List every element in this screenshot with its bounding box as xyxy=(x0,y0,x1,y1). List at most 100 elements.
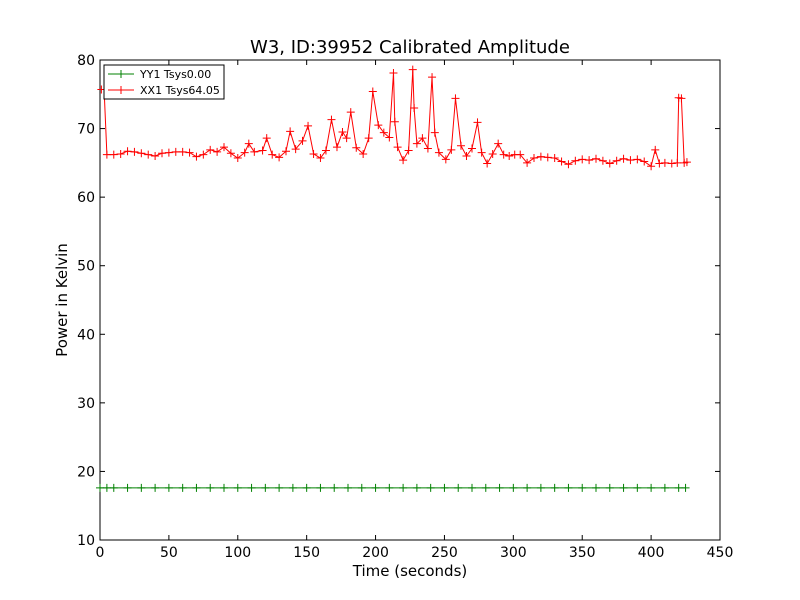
data-point xyxy=(633,155,642,164)
x-tick-label: 0 xyxy=(96,545,105,561)
data-point xyxy=(288,483,297,492)
data-point xyxy=(428,73,437,82)
data-point xyxy=(605,483,614,492)
data-point xyxy=(488,149,497,158)
y-tick-label: 20 xyxy=(77,464,95,480)
data-point xyxy=(404,146,413,155)
data-point xyxy=(571,156,580,165)
data-point xyxy=(130,147,139,156)
data-point xyxy=(481,483,490,492)
data-point xyxy=(505,152,514,160)
series-1 xyxy=(97,65,691,171)
data-point xyxy=(192,483,201,492)
legend-marker xyxy=(117,86,125,94)
data-point xyxy=(557,157,566,166)
data-point xyxy=(298,136,307,145)
x-tick-label: 450 xyxy=(707,545,734,561)
legend-marker xyxy=(117,70,125,78)
data-point xyxy=(564,160,573,169)
data-point xyxy=(605,159,614,168)
data-point xyxy=(371,483,380,492)
data-point xyxy=(171,147,180,156)
data-point xyxy=(660,158,669,167)
data-point xyxy=(536,483,545,492)
x-axis-ticks: 0 50 100 150 200 250 300 350 400 450 xyxy=(96,60,734,561)
y-tick-label: 30 xyxy=(77,396,95,412)
data-point xyxy=(543,153,552,162)
data-point xyxy=(96,483,104,492)
data-point xyxy=(144,150,153,159)
data-point xyxy=(550,154,559,163)
data-point xyxy=(220,483,228,492)
data-point xyxy=(275,483,284,492)
legend: YY1 Tsys0.00 XX1 Tsys64.05 xyxy=(103,64,225,100)
data-point xyxy=(619,483,628,492)
legend-box xyxy=(103,64,225,100)
y-tick-label: 50 xyxy=(77,259,95,275)
data-point xyxy=(220,143,228,152)
y-axis-ticks: 10 20 30 40 50 60 70 80 xyxy=(77,53,720,549)
data-point xyxy=(410,104,419,112)
data-point xyxy=(633,483,642,492)
data-point xyxy=(499,150,508,159)
data-point xyxy=(408,65,417,74)
x-tick-label: 100 xyxy=(224,545,251,561)
data-point xyxy=(338,128,347,136)
data-point xyxy=(213,147,222,156)
data-point xyxy=(592,154,600,163)
data-point xyxy=(412,139,421,148)
data-point xyxy=(523,158,532,167)
data-point xyxy=(682,158,691,167)
data-point xyxy=(399,483,408,492)
data-point xyxy=(451,94,460,103)
data-point xyxy=(440,483,449,492)
x-tick-label: 350 xyxy=(569,545,596,561)
data-point xyxy=(483,159,492,168)
data-point xyxy=(342,134,351,143)
data-point xyxy=(302,483,311,492)
data-point xyxy=(102,483,111,492)
data-point xyxy=(332,143,341,152)
data-point xyxy=(158,149,166,158)
x-tick-label: 200 xyxy=(362,545,389,561)
data-point xyxy=(206,483,215,492)
data-point xyxy=(291,145,300,154)
data-point xyxy=(368,87,377,96)
data-point xyxy=(536,152,545,161)
data-point xyxy=(316,483,325,492)
data-point xyxy=(374,121,383,130)
data-point xyxy=(390,117,399,126)
data-point xyxy=(651,145,660,154)
data-point xyxy=(346,108,355,117)
plot-area xyxy=(96,59,721,541)
data-point xyxy=(244,139,253,148)
data-point xyxy=(468,483,476,492)
data-point xyxy=(509,483,518,492)
y-tick-label: 10 xyxy=(77,533,95,549)
data-point xyxy=(426,483,435,492)
data-point xyxy=(178,147,187,156)
data-point xyxy=(385,483,394,492)
data-point xyxy=(364,134,373,143)
data-point xyxy=(185,148,194,157)
data-point xyxy=(304,121,313,130)
data-point xyxy=(550,483,559,492)
legend-label-yy1: YY1 Tsys0.00 xyxy=(139,68,211,81)
data-point xyxy=(233,483,242,492)
data-point xyxy=(389,69,398,78)
x-tick-label: 50 xyxy=(160,545,178,561)
data-point xyxy=(673,158,682,167)
data-point xyxy=(434,148,443,157)
data-point xyxy=(275,153,284,162)
data-point xyxy=(456,141,465,150)
y-axis-label: Power in Kelvin xyxy=(53,243,71,357)
data-point xyxy=(258,146,267,155)
data-point xyxy=(164,148,173,157)
data-point xyxy=(626,156,635,165)
data-point xyxy=(330,483,339,492)
x-tick-label: 150 xyxy=(293,545,320,561)
data-point xyxy=(379,128,388,137)
data-point xyxy=(494,139,503,148)
data-point xyxy=(640,157,649,166)
